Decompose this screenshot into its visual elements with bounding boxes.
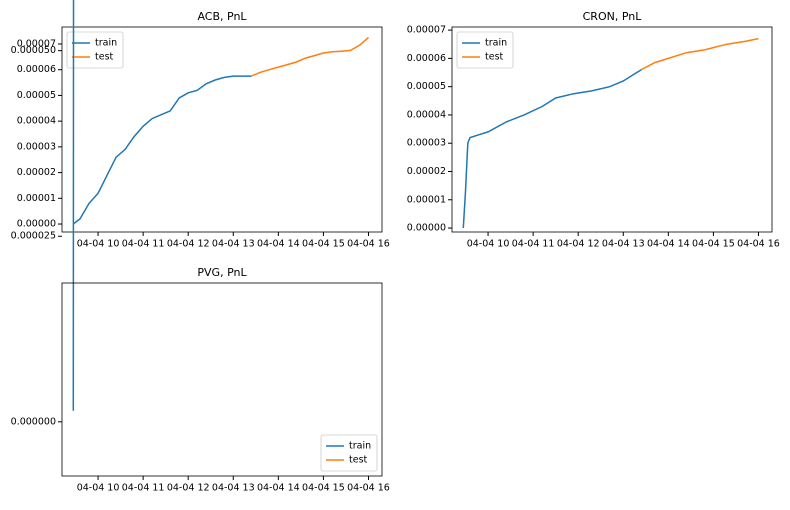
y-tick-label: 0.00006 bbox=[17, 64, 56, 75]
legend-label: test bbox=[349, 455, 368, 466]
x-tick-label: 04-04 13 bbox=[212, 483, 255, 494]
legend: train test bbox=[320, 434, 378, 472]
legend-box bbox=[456, 31, 514, 69]
y-tick-label: 0.000000 bbox=[11, 416, 56, 427]
x-tick-label: 04-04 15 bbox=[302, 239, 345, 250]
y-tick-label: 0.00004 bbox=[407, 109, 446, 120]
line-series bbox=[72, 75, 252, 225]
chart-title: PVG, PnL bbox=[197, 266, 247, 279]
plot-frame bbox=[61, 282, 383, 477]
x-tick-label: 04-04 11 bbox=[122, 239, 165, 250]
line-series bbox=[251, 36, 369, 77]
y-tick-label: 0.00003 bbox=[407, 138, 446, 149]
y-tick-label: 0.00001 bbox=[407, 194, 446, 205]
legend-label: test bbox=[485, 52, 504, 63]
y-tick-label: 0.00005 bbox=[17, 90, 56, 101]
x-tick-label: 04-04 16 bbox=[737, 239, 780, 250]
x-tick-label: 04-04 12 bbox=[557, 239, 600, 250]
x-tick-label: 04-04 14 bbox=[257, 483, 300, 494]
y-tick-label: 0.00001 bbox=[17, 193, 56, 204]
x-tick-label: 04-04 10 bbox=[77, 239, 120, 250]
plot-frame bbox=[451, 26, 773, 233]
x-tick-label: 04-04 16 bbox=[347, 483, 390, 494]
x-tick-label: 04-04 14 bbox=[257, 239, 300, 250]
x-tick-label: 04-04 10 bbox=[467, 239, 510, 250]
legend: train test bbox=[66, 31, 124, 69]
x-tick-label: 04-04 12 bbox=[167, 239, 210, 250]
legend-box bbox=[66, 31, 124, 69]
legend-label: train bbox=[485, 38, 507, 49]
chart-title: ACB, PnL bbox=[197, 10, 247, 23]
y-tick-label: 0.00007 bbox=[407, 25, 446, 36]
legend-label: train bbox=[349, 441, 371, 452]
x-tick-label: 04-04 14 bbox=[647, 239, 690, 250]
legend-box bbox=[320, 434, 378, 472]
x-tick-label: 04-04 12 bbox=[167, 483, 210, 494]
y-tick-label: 0.00000 bbox=[407, 223, 446, 234]
line-series bbox=[462, 69, 642, 229]
y-tick-label: 0.000050 bbox=[11, 45, 56, 56]
x-tick-label: 04-04 11 bbox=[122, 483, 165, 494]
x-tick-label: 04-04 16 bbox=[347, 239, 390, 250]
y-tick-label: 0.00006 bbox=[407, 53, 446, 64]
x-tick-label: 04-04 13 bbox=[212, 239, 255, 250]
legend-label: test bbox=[95, 52, 114, 63]
x-tick-label: 04-04 11 bbox=[512, 239, 555, 250]
x-tick-label: 04-04 15 bbox=[692, 239, 735, 250]
line-series bbox=[640, 37, 759, 71]
y-tick-label: 0.00002 bbox=[407, 166, 446, 177]
legend-label: train bbox=[95, 38, 117, 49]
x-tick-label: 04-04 10 bbox=[77, 483, 120, 494]
y-tick-label: 0.00005 bbox=[407, 81, 446, 92]
y-tick-label: 0.000025 bbox=[11, 231, 56, 242]
x-tick-label: 04-04 15 bbox=[302, 483, 345, 494]
y-tick-label: 0.00000 bbox=[17, 219, 56, 230]
chart-title: CRON, PnL bbox=[583, 10, 643, 23]
y-tick-label: 0.00003 bbox=[17, 141, 56, 152]
legend: train test bbox=[456, 31, 514, 69]
plot-frame bbox=[61, 26, 383, 233]
y-tick-label: 0.00002 bbox=[17, 167, 56, 178]
x-tick-label: 04-04 13 bbox=[602, 239, 645, 250]
y-tick-label: 0.00007 bbox=[17, 38, 56, 49]
y-tick-label: 0.00004 bbox=[17, 116, 56, 127]
